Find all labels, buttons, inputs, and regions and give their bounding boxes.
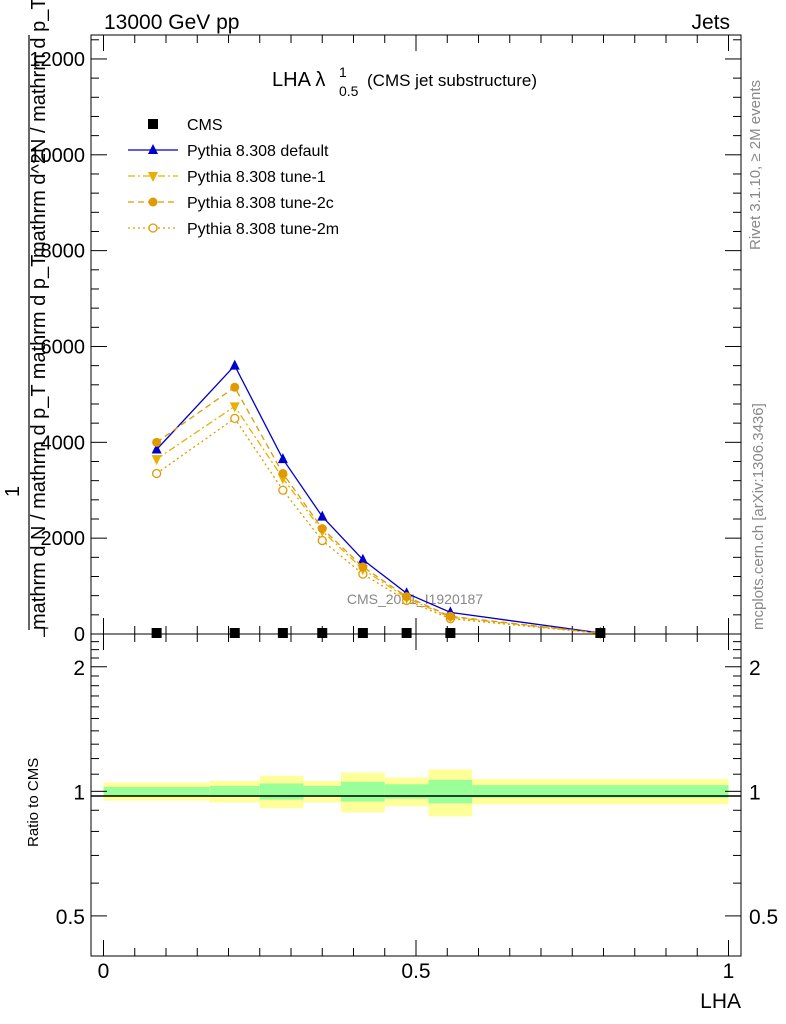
ratio-band-inner [303, 786, 341, 797]
data-point [358, 562, 368, 572]
data-point [402, 592, 412, 602]
ratio-bands [103, 769, 729, 817]
data-point [277, 453, 288, 464]
ylabel-right: mathrm d^2N / mathrm d p_T mathrm d lamb… [28, 0, 50, 258]
title-superscript: 1 [339, 64, 347, 80]
ratio-band-inner [472, 785, 729, 798]
ytick-label: 2000 [41, 528, 86, 550]
main-x-ticks [103, 35, 729, 634]
ytick-label: 8000 [41, 241, 86, 263]
ytick-label: 6000 [41, 336, 86, 358]
ylabel-subscript-t: T [40, 624, 49, 640]
mcplots-label: mcplots.cern.ch [arXiv:1306.3436] [750, 403, 767, 630]
data-point [151, 628, 162, 638]
data-point [151, 443, 162, 454]
xtick-label: 0 [98, 960, 110, 983]
legend-item: Pythia 8.308 default [128, 143, 329, 160]
legend-marker [148, 223, 158, 233]
data-point [230, 413, 240, 424]
analysis-watermark: CMS_2021_I1920187 [347, 591, 483, 607]
series-line [156, 405, 601, 634]
data-point [317, 524, 327, 534]
legend: CMS Pythia 8.308 default Pythia 8.308 tune… [128, 117, 339, 238]
ratio-band-inner [428, 780, 473, 804]
title-suffix: (CMS jet substructure) [367, 71, 537, 90]
data-point [230, 382, 240, 392]
ratio-band-inner [103, 786, 210, 796]
data-point [278, 485, 288, 495]
xtick-label: 1 [723, 960, 735, 983]
ratio-band-inner [384, 784, 429, 799]
legend-label: Pythia 8.308 tune-2m [187, 221, 339, 238]
ratio-ytick-label-right: 0.5 [749, 906, 778, 929]
data-point [317, 510, 328, 521]
main-y-ticks: 0 2000 4000 6000 8000 10000 12000 [29, 39, 741, 646]
process-label: Jets [691, 11, 730, 34]
data-point [317, 628, 328, 638]
legend-label: Pythia 8.308 tune-2c [187, 195, 334, 212]
data-point [317, 535, 327, 546]
data-point [595, 628, 606, 638]
data-point [229, 359, 240, 370]
data-point [278, 468, 288, 478]
title-subscript: 0.5 [339, 83, 359, 99]
legend-marker [148, 119, 158, 129]
ytick-label: 4000 [41, 432, 86, 454]
ytick-label: 12000 [29, 49, 85, 71]
x-axis-label: LHA [700, 990, 741, 1013]
data-point [151, 468, 162, 479]
data-point [152, 437, 162, 447]
ratio-ytick-label-right: 2 [749, 657, 761, 680]
ratio-ylabel: Ratio to CMS [25, 758, 42, 847]
ratio-ytick-label-right: 1 [749, 781, 761, 804]
ratio-band-inner [341, 781, 385, 802]
legend-label: Pythia 8.308 default [187, 143, 329, 160]
ratio-ytick-label: 1 [73, 781, 85, 804]
legend-marker [148, 197, 158, 207]
energy-label: 13000 GeV pp [104, 11, 239, 34]
legend-item: Pythia 8.308 tune-2c [128, 195, 334, 212]
title-main: LHA λ [272, 69, 325, 91]
ratio-band-inner [259, 783, 304, 800]
legend-marker [148, 172, 158, 182]
series-layer [151, 359, 606, 640]
plot-title: LHA λ 1 0.5 (CMS jet substructure) [272, 64, 537, 99]
data-point [445, 611, 455, 621]
data-point [401, 628, 412, 638]
ylabel-numerator: 1 [2, 486, 24, 497]
ratio-ticks: 0.5 0.5 1 1 2 2 0 0.5 1 [56, 634, 778, 983]
series-line [156, 386, 601, 634]
legend-label: Pythia 8.308 tune-1 [187, 169, 326, 186]
data-point [229, 628, 240, 638]
ratio-ytick-label: 2 [73, 657, 85, 680]
legend-label: CMS [187, 117, 223, 134]
series-line [156, 364, 601, 634]
xtick-label: 0.5 [401, 960, 430, 983]
data-point [151, 455, 162, 466]
ylabel-denominator: mathrm d N / mathrm d p_T mathrm d p_T [28, 255, 50, 630]
data-point [357, 628, 368, 638]
data-point [277, 628, 288, 638]
series-cms [151, 628, 606, 638]
legend-item: Pythia 8.308 tune-1 [128, 169, 326, 186]
ytick-label: 0 [74, 624, 85, 646]
legend-item: CMS [148, 117, 223, 134]
rivet-label: Rivet 3.1.10, ≥ 2M events [747, 80, 764, 250]
data-point [445, 628, 456, 638]
data-point [229, 402, 240, 413]
data-point [357, 553, 368, 564]
ytick-label: 10000 [29, 145, 85, 167]
ratio-ytick-label: 0.5 [56, 906, 85, 929]
legend-item: Pythia 8.308 tune-2m [128, 221, 339, 238]
ratio-band-inner [209, 786, 260, 797]
legend-marker [148, 144, 158, 154]
